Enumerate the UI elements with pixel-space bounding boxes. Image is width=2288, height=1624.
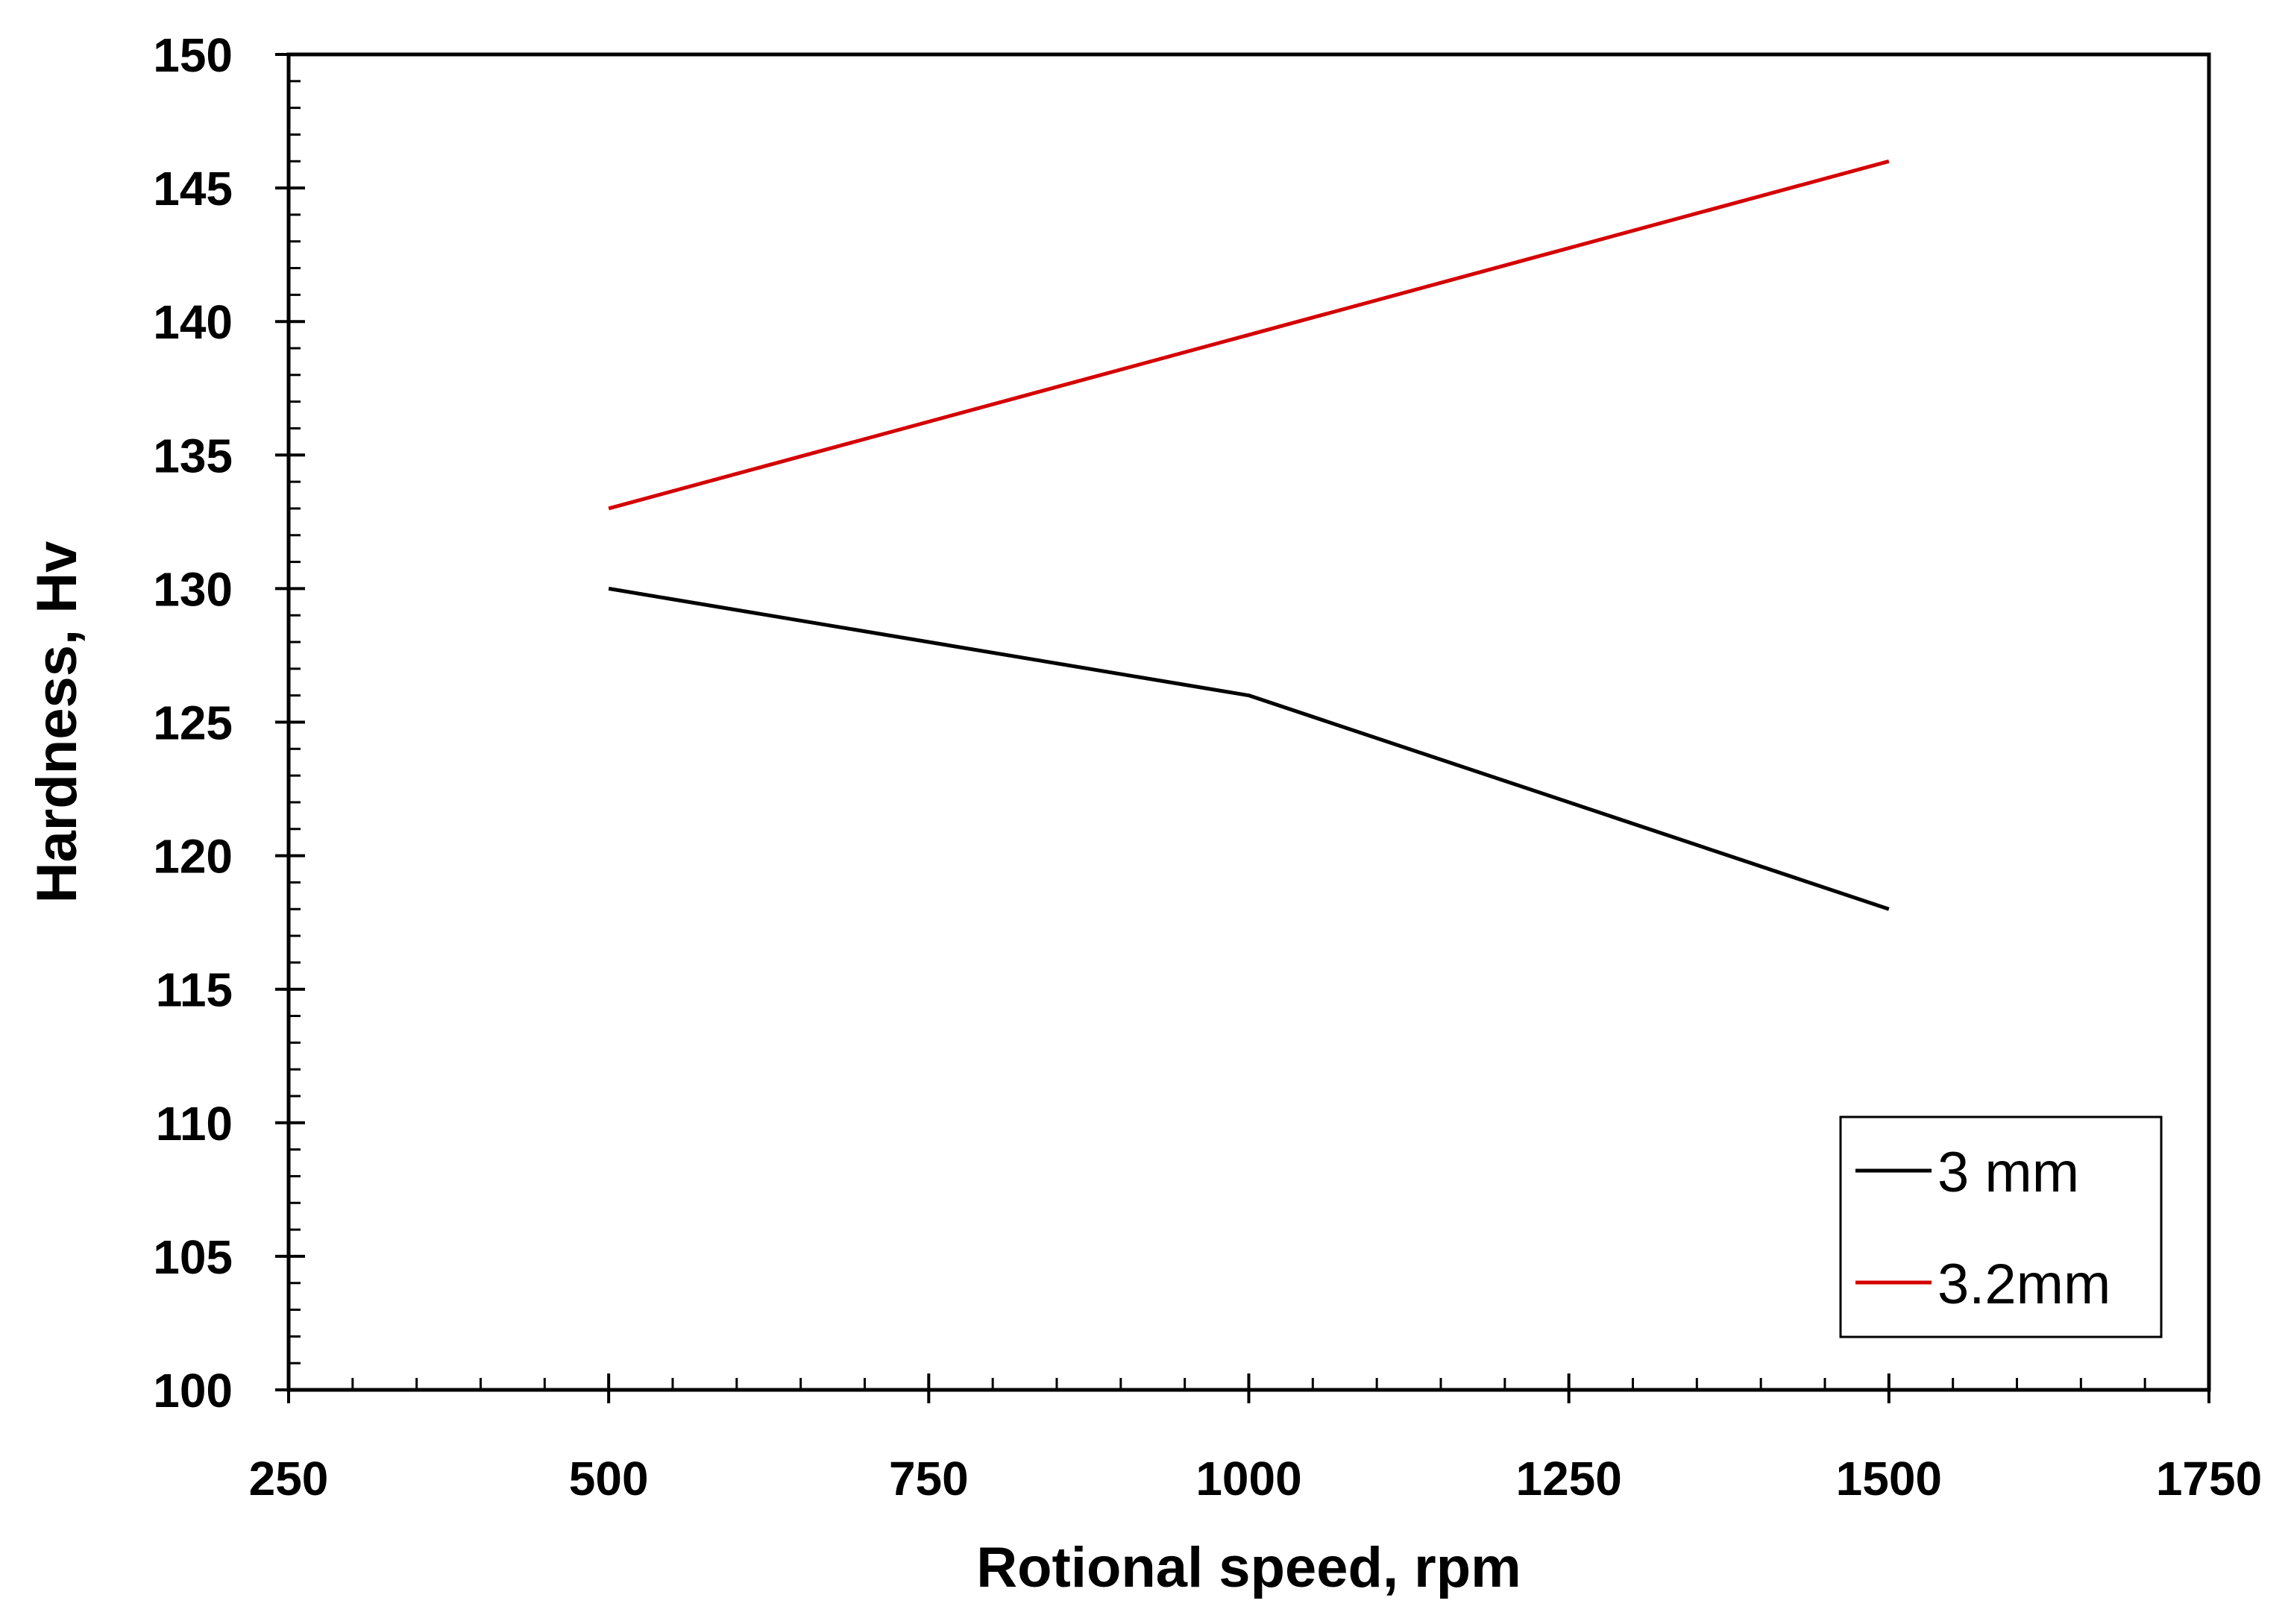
x-tick-label: 250 — [249, 1452, 329, 1505]
legend: 3 mm 3.2mm — [1839, 1115, 2163, 1338]
y-tick-label: 125 — [153, 696, 233, 750]
y-tick-label: 130 — [153, 562, 233, 616]
minor-ticks — [289, 80, 2146, 1390]
legend-label-3mm: 3 mm — [1937, 1141, 2079, 1204]
x-tick-label: 1250 — [1515, 1452, 1621, 1505]
y-axis-title: Hardness, Hv — [25, 541, 89, 904]
y-tick-label: 145 — [153, 162, 233, 215]
plot-area-frame — [286, 52, 2211, 1392]
y-tick-label: 135 — [153, 429, 233, 482]
y-tick-label: 140 — [153, 295, 233, 349]
y-tick-label: 110 — [156, 1097, 233, 1151]
y-tick-label: 120 — [153, 830, 233, 884]
series-line-3-2mm — [608, 159, 1890, 511]
x-tick-label: 750 — [889, 1452, 969, 1505]
x-tick-label: 1500 — [1836, 1452, 1942, 1505]
x-tick-label: 1000 — [1195, 1452, 1301, 1505]
legend-box — [1839, 1115, 2163, 1338]
x-tick-label: 1750 — [2156, 1452, 2262, 1505]
y-tick-label: 115 — [156, 963, 233, 1017]
y-axis-tick-labels: 100 105 110 115 120 125 130 135 140 145 150 — [153, 28, 233, 1417]
y-tick-label: 150 — [153, 28, 233, 82]
y-tick-label: 105 — [153, 1230, 233, 1284]
x-axis-tick-labels: 250 500 750 1000 1250 1500 1750 — [249, 1452, 2263, 1505]
x-axis-title: Rotional speed, rpm — [976, 1536, 1521, 1599]
legend-label-3-2mm: 3.2mm — [1937, 1253, 2111, 1316]
x-tick-label: 500 — [569, 1452, 649, 1505]
y-tick-label: 100 — [153, 1364, 233, 1417]
series-layer — [608, 159, 1890, 911]
